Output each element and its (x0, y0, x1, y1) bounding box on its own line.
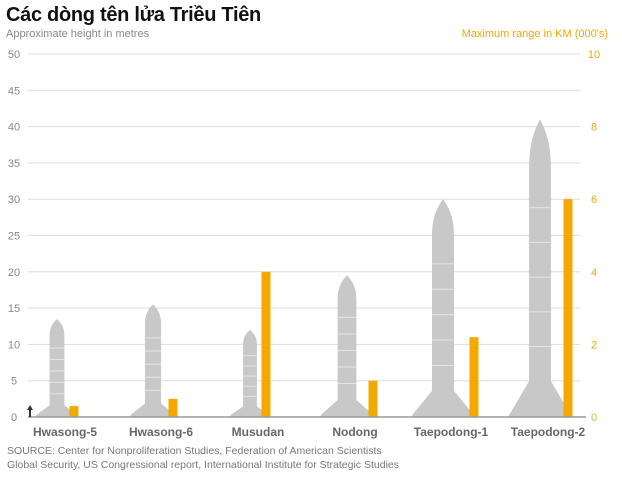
y-tick-label: 45 (8, 85, 20, 97)
y2-tick-label: 8 (591, 122, 597, 134)
rocket-nodong (320, 275, 374, 417)
x-tick-label: Nodong (332, 425, 377, 439)
y2-tick-label: 0 (591, 412, 597, 424)
y-tick-label: 40 (8, 122, 20, 134)
range-bar-musudan (261, 271, 271, 417)
range-bar-nodong (368, 380, 378, 417)
source-line-2: Global Security, US Congressional report… (7, 459, 400, 471)
y-axis-label: Approximate height in metres (6, 28, 150, 40)
x-tick-label: Taepodong-2 (511, 425, 586, 439)
chart-title: Các dòng tên lửa Triều Tiên (6, 4, 261, 26)
y-tick-label: 50 (8, 49, 20, 61)
y-tick-label: 10 (8, 339, 20, 351)
rocket-musudan (230, 329, 270, 417)
y2-tick-label: 10 (588, 49, 600, 61)
rocket-taepodong-1 (412, 199, 474, 417)
y-tick-label: 30 (8, 194, 20, 206)
range-bar-hwasong-5 (69, 406, 79, 417)
x-tick-label: Hwasong-6 (129, 425, 193, 439)
y2-tick-label: 2 (591, 339, 597, 351)
y-tick-label: 5 (11, 376, 17, 388)
x-tick-label: Hwasong-5 (33, 425, 97, 439)
person-scale-icon (27, 405, 33, 417)
range-bar-hwasong-6 (168, 398, 178, 417)
source-note: SOURCE: Center for Nonproliferation Stud… (7, 444, 399, 472)
rocket-hwasong-5 (36, 318, 78, 417)
y-tick-label: 20 (8, 267, 20, 279)
y-tick-label: 0 (11, 412, 17, 424)
y-tick-label: 15 (8, 303, 20, 315)
rocket-hwasong-6 (130, 304, 176, 417)
x-tick-label: Musudan (232, 425, 285, 439)
y-tick-label: 35 (8, 158, 20, 170)
y2-axis-label: Maximum range in KM (000's) (461, 28, 608, 40)
rocket-taepodong-2 (509, 119, 571, 417)
source-line-1: SOURCE: Center for Nonproliferation Stud… (7, 445, 382, 457)
range-bar-taepodong-2 (563, 199, 573, 417)
y2-tick-label: 6 (591, 194, 597, 206)
y-tick-label: 25 (8, 231, 20, 243)
x-tick-label: Taepodong-1 (414, 425, 489, 439)
range-bar-taepodong-1 (469, 337, 479, 417)
chart-plot: 0 5 10 15 20 25 30 35 40 45 50 0 2 4 6 8 10 Hwasong-5 Hwas… (8, 49, 600, 439)
y2-tick-label: 4 (591, 267, 597, 279)
